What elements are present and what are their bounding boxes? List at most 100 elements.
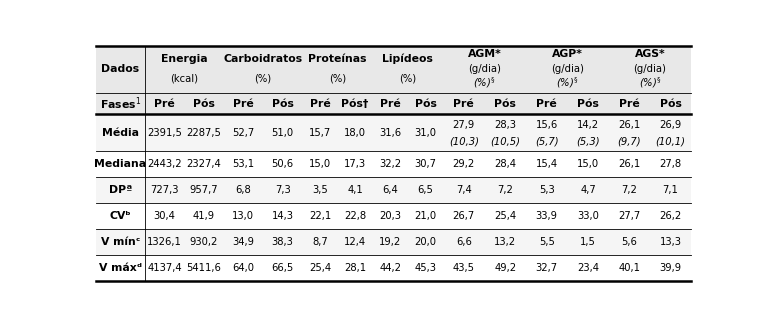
Text: Fases$^{1}$: Fases$^{1}$ xyxy=(100,95,141,112)
Text: 26,7: 26,7 xyxy=(452,211,475,221)
Bar xyxy=(96,93,691,114)
Text: 2443,2: 2443,2 xyxy=(147,159,182,169)
Text: 21,0: 21,0 xyxy=(415,211,436,221)
Text: 53,1: 53,1 xyxy=(232,159,254,169)
Text: V máxᵈ: V máxᵈ xyxy=(99,263,142,273)
Text: (g/dia): (g/dia) xyxy=(634,64,667,74)
Text: 26,1: 26,1 xyxy=(618,120,641,129)
Text: 22,1: 22,1 xyxy=(309,211,331,221)
Text: 51,0: 51,0 xyxy=(272,128,293,138)
Text: AGP*: AGP* xyxy=(552,49,583,59)
Text: 5,3: 5,3 xyxy=(539,185,554,195)
Text: 6,5: 6,5 xyxy=(418,185,433,195)
Text: (9,7): (9,7) xyxy=(617,136,641,146)
Text: 50,6: 50,6 xyxy=(272,159,293,169)
Bar xyxy=(96,45,691,93)
Text: 43,5: 43,5 xyxy=(453,263,475,273)
Text: 5,5: 5,5 xyxy=(539,237,554,247)
Text: 34,9: 34,9 xyxy=(232,237,254,247)
Text: 15,0: 15,0 xyxy=(577,159,599,169)
Text: 4,1: 4,1 xyxy=(347,185,363,195)
Text: (10,3): (10,3) xyxy=(449,136,478,146)
Text: 23,4: 23,4 xyxy=(578,263,599,273)
Text: 13,3: 13,3 xyxy=(660,237,682,247)
Text: 5,6: 5,6 xyxy=(621,237,637,247)
Text: 4,7: 4,7 xyxy=(581,185,596,195)
Text: Lipídeos: Lipídeos xyxy=(382,54,433,64)
Text: Pré: Pré xyxy=(233,99,253,109)
Bar xyxy=(96,255,691,280)
Text: 41,9: 41,9 xyxy=(193,211,215,221)
Text: 7,4: 7,4 xyxy=(456,185,472,195)
Bar xyxy=(96,151,691,177)
Text: Energia: Energia xyxy=(161,54,207,64)
Text: 1326,1: 1326,1 xyxy=(147,237,182,247)
Text: 27,8: 27,8 xyxy=(660,159,682,169)
Text: 19,2: 19,2 xyxy=(379,237,402,247)
Text: 27,7: 27,7 xyxy=(618,211,641,221)
Text: DPª: DPª xyxy=(109,185,132,195)
Bar xyxy=(96,229,691,255)
Text: 15,6: 15,6 xyxy=(535,120,558,129)
Text: (10,1): (10,1) xyxy=(656,136,686,146)
Text: (5,7): (5,7) xyxy=(535,136,558,146)
Text: V mínᶜ: V mínᶜ xyxy=(101,237,140,247)
Text: 31,0: 31,0 xyxy=(415,128,436,138)
Text: 40,1: 40,1 xyxy=(618,263,641,273)
Text: Pós: Pós xyxy=(415,99,436,109)
Text: Pós: Pós xyxy=(578,99,599,109)
Text: 6,6: 6,6 xyxy=(456,237,472,247)
Text: 5411,6: 5411,6 xyxy=(187,263,221,273)
Text: 28,1: 28,1 xyxy=(344,263,366,273)
Text: 18,0: 18,0 xyxy=(344,128,366,138)
Text: 930,2: 930,2 xyxy=(190,237,218,247)
Text: 31,6: 31,6 xyxy=(379,128,402,138)
Text: 20,0: 20,0 xyxy=(415,237,436,247)
Text: (%): (%) xyxy=(329,74,346,84)
Text: 7,2: 7,2 xyxy=(498,185,513,195)
Text: 49,2: 49,2 xyxy=(494,263,516,273)
Text: 45,3: 45,3 xyxy=(415,263,436,273)
Text: 6,8: 6,8 xyxy=(235,185,251,195)
Text: 2391,5: 2391,5 xyxy=(147,128,182,138)
Text: Carboidratos: Carboidratos xyxy=(223,54,303,64)
Text: 38,3: 38,3 xyxy=(272,237,293,247)
Text: 12,4: 12,4 xyxy=(344,237,366,247)
Text: Proteínas: Proteínas xyxy=(308,54,367,64)
Text: Pré: Pré xyxy=(154,99,175,109)
Text: 39,9: 39,9 xyxy=(660,263,682,273)
Text: 44,2: 44,2 xyxy=(379,263,401,273)
Text: 15,7: 15,7 xyxy=(309,128,331,138)
Text: (%): (%) xyxy=(254,74,271,84)
Text: (%)$^{\S}$: (%)$^{\S}$ xyxy=(639,75,661,90)
Text: 64,0: 64,0 xyxy=(232,263,254,273)
Text: (%)$^{\S}$: (%)$^{\S}$ xyxy=(473,75,496,90)
Text: (g/dia): (g/dia) xyxy=(468,64,501,74)
Text: 2327,4: 2327,4 xyxy=(187,159,221,169)
Text: 27,9: 27,9 xyxy=(452,120,475,129)
Text: (kcal): (kcal) xyxy=(170,74,198,84)
Text: AGM*: AGM* xyxy=(468,49,502,59)
Bar xyxy=(96,114,691,151)
Text: 13,0: 13,0 xyxy=(232,211,254,221)
Text: 20,3: 20,3 xyxy=(379,211,401,221)
Text: (g/dia): (g/dia) xyxy=(551,64,584,74)
Text: 30,7: 30,7 xyxy=(415,159,436,169)
Text: 26,1: 26,1 xyxy=(618,159,641,169)
Text: Pré: Pré xyxy=(619,99,640,109)
Text: Pós: Pós xyxy=(660,99,681,109)
Text: 2287,5: 2287,5 xyxy=(187,128,221,138)
Text: CVᵇ: CVᵇ xyxy=(110,211,131,221)
Text: Pré: Pré xyxy=(380,99,401,109)
Text: Pós: Pós xyxy=(495,99,516,109)
Bar xyxy=(96,203,691,229)
Text: (10,5): (10,5) xyxy=(490,136,520,146)
Text: Pré: Pré xyxy=(536,99,557,109)
Text: 13,2: 13,2 xyxy=(494,237,516,247)
Text: 727,3: 727,3 xyxy=(151,185,179,195)
Text: AGS*: AGS* xyxy=(634,49,665,59)
Text: 28,4: 28,4 xyxy=(495,159,516,169)
Text: 25,4: 25,4 xyxy=(309,263,331,273)
Text: 15,4: 15,4 xyxy=(535,159,558,169)
Text: 3,5: 3,5 xyxy=(312,185,328,195)
